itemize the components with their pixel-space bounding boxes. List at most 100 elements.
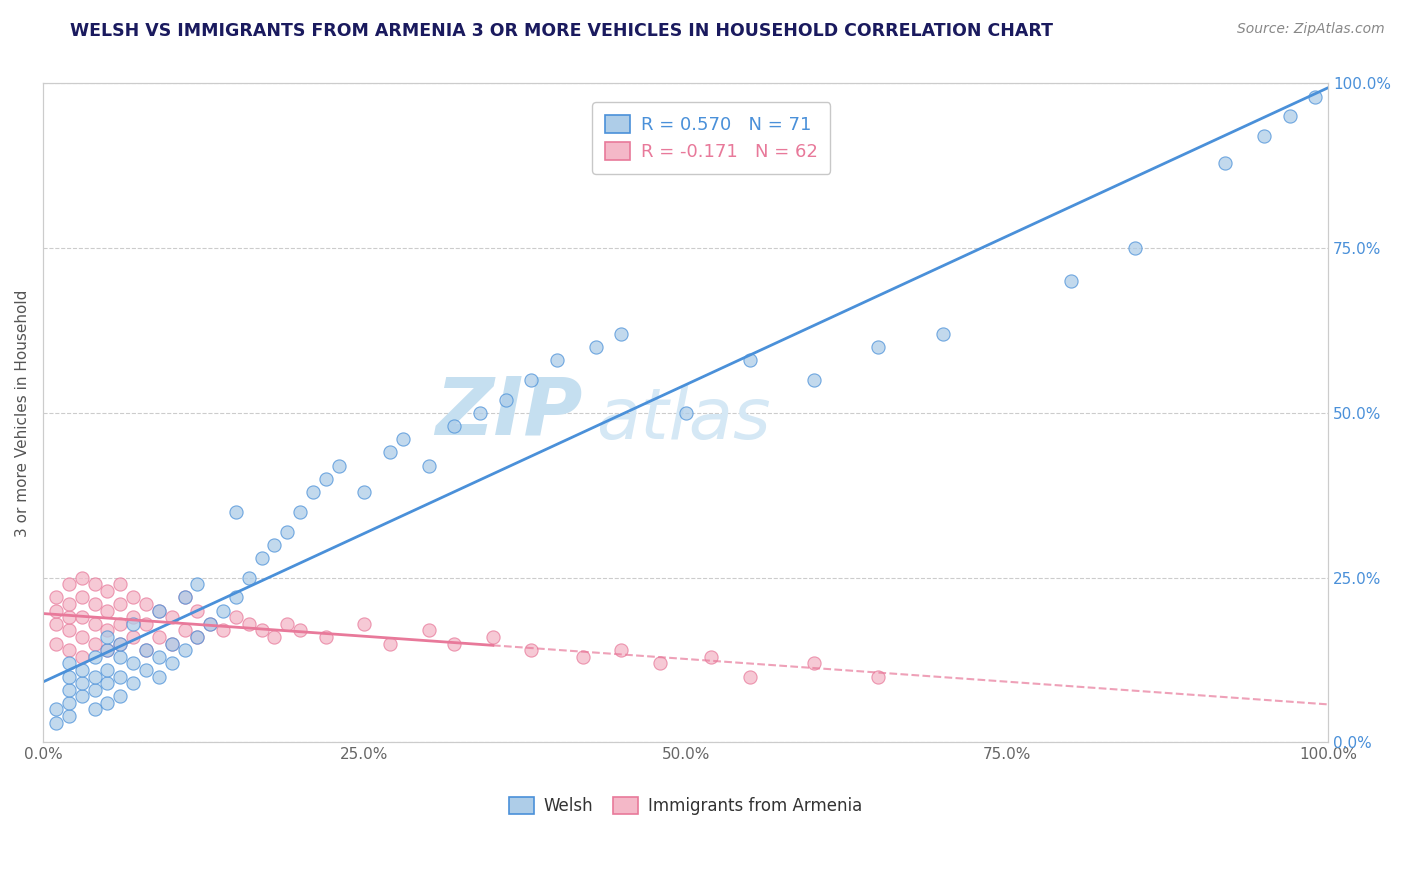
Point [83,702,105,716]
Point [173,643,195,657]
Point [122,591,145,605]
Point [83,597,105,611]
Point [58,657,80,671]
Point [738,669,761,683]
Point [443,637,465,651]
Point [45,715,67,730]
Point [160,637,183,651]
Point [96,643,118,657]
Point [378,445,401,459]
Point [83,637,105,651]
Point [392,432,415,446]
Point [418,624,440,638]
Point [520,643,543,657]
Point [83,649,105,664]
Point [482,630,505,644]
Point [135,616,157,631]
Point [225,610,247,624]
Text: atlas: atlas [596,385,770,454]
Point [96,696,118,710]
Point [418,458,440,473]
Point [58,597,80,611]
Point [520,373,543,387]
Point [83,669,105,683]
Point [122,630,145,644]
Point [302,485,325,500]
Point [70,663,93,677]
Point [648,657,671,671]
Point [276,616,298,631]
Point [70,676,93,690]
Point [738,353,761,368]
Point [122,616,145,631]
Point [58,643,80,657]
Point [212,604,235,618]
Point [96,630,118,644]
Point [276,524,298,539]
Point [148,630,170,644]
Point [315,472,337,486]
Point [173,624,195,638]
Point [110,690,132,704]
Point [45,702,67,716]
Point [263,630,285,644]
Point [250,624,273,638]
Point [160,657,183,671]
Point [58,709,80,723]
Point [353,616,375,631]
Point [200,616,222,631]
Point [1060,274,1083,288]
Point [45,637,67,651]
Point [225,505,247,519]
Point [378,637,401,651]
Point [250,550,273,565]
Point [96,624,118,638]
Point [58,669,80,683]
Point [96,643,118,657]
Point [110,637,132,651]
Point [70,630,93,644]
Point [70,610,93,624]
Point [83,577,105,591]
Point [148,669,170,683]
Point [58,682,80,697]
Point [58,577,80,591]
Point [135,643,157,657]
Point [868,340,890,354]
Text: ZIP: ZIP [436,374,583,452]
Point [135,597,157,611]
Point [803,657,825,671]
Point [868,669,890,683]
Point [225,591,247,605]
Text: Source: ZipAtlas.com: Source: ZipAtlas.com [1237,22,1385,37]
Point [546,353,568,368]
Point [238,571,260,585]
Point [1125,241,1147,255]
Point [45,591,67,605]
Point [1215,155,1237,169]
Point [610,643,633,657]
Point [110,597,132,611]
Point [148,649,170,664]
Point [70,690,93,704]
Point [200,616,222,631]
Point [700,649,723,664]
Point [135,643,157,657]
Point [328,458,350,473]
Point [1253,129,1275,144]
Point [263,538,285,552]
Point [1278,109,1301,123]
Point [186,630,208,644]
Point [96,676,118,690]
Point [58,610,80,624]
Point [675,406,697,420]
Point [186,630,208,644]
Legend: Welsh, Immigrants from Armenia: Welsh, Immigrants from Armenia [502,790,869,822]
Point [1303,89,1326,103]
Point [70,571,93,585]
Point [122,610,145,624]
Point [45,616,67,631]
Point [353,485,375,500]
Point [83,682,105,697]
Point [585,340,607,354]
